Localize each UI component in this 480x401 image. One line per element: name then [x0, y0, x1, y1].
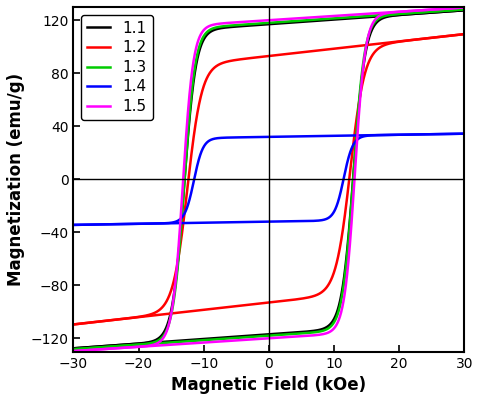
Line: 1.4: 1.4 [73, 134, 464, 225]
1.1 [237, 334, 243, 339]
1.3 [220, 336, 226, 341]
1.1 [412, 11, 418, 16]
1.5 [461, 5, 467, 10]
X-axis label: Magnetic Field (kOe): Magnetic Field (kOe) [171, 376, 366, 394]
1.4 [454, 132, 459, 136]
Line: 1.5: 1.5 [73, 8, 464, 351]
1.4 [71, 223, 76, 227]
1.5 [71, 349, 76, 354]
1.3 [461, 7, 467, 12]
Legend: 1.1, 1.2, 1.3, 1.4, 1.5: 1.1, 1.2, 1.3, 1.4, 1.5 [81, 14, 153, 120]
1.2 [461, 32, 467, 36]
1.2 [412, 37, 418, 42]
1.5 [115, 346, 121, 350]
1.2 [454, 32, 459, 37]
1.3 [237, 335, 243, 340]
1.2 [71, 322, 76, 327]
1.4 [412, 132, 418, 137]
1.1 [115, 343, 121, 348]
1.4 [138, 221, 144, 226]
Line: 1.2: 1.2 [73, 34, 464, 324]
1.3 [115, 344, 121, 348]
1.3 [71, 347, 76, 352]
1.3 [138, 342, 144, 347]
1.1 [220, 335, 226, 340]
Y-axis label: Magnetization (emu/g): Magnetization (emu/g) [7, 73, 25, 286]
1.2 [237, 304, 243, 308]
1.5 [454, 6, 459, 10]
1.4 [461, 131, 467, 136]
1.1 [71, 346, 76, 351]
1.4 [115, 222, 121, 227]
Line: 1.3: 1.3 [73, 9, 464, 349]
1.3 [454, 8, 459, 12]
1.2 [138, 314, 144, 319]
Line: 1.1: 1.1 [73, 10, 464, 348]
1.1 [454, 8, 459, 13]
1.1 [461, 8, 467, 13]
1.1 [138, 341, 144, 346]
1.2 [115, 317, 121, 322]
1.5 [412, 8, 418, 13]
1.5 [220, 339, 226, 344]
1.5 [138, 344, 144, 349]
1.2 [220, 305, 226, 310]
1.3 [412, 10, 418, 15]
1.5 [237, 338, 243, 342]
1.4 [220, 220, 226, 225]
1.4 [237, 220, 243, 225]
